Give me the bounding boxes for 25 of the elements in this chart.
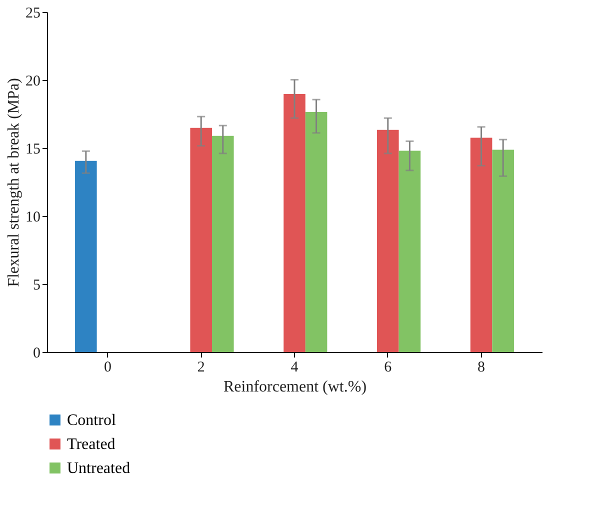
y-axis-title: Flexural strength at break (MPa) [6, 78, 22, 287]
x-axis-title: Reinforcement (wt.%) [223, 378, 367, 396]
bar [492, 150, 514, 352]
y-tick-label: 20 [26, 74, 40, 90]
y-tick-label: 0 [33, 346, 40, 362]
bar [305, 112, 328, 352]
y-tick-label: 25 [26, 6, 40, 22]
legend-label: Treated [67, 436, 116, 453]
x-tick-label: 0 [104, 360, 112, 376]
x-tick-label: 8 [478, 360, 486, 376]
legend-label: Control [67, 412, 116, 429]
x-tick-label: 6 [384, 360, 392, 376]
bar [470, 138, 492, 352]
bar [398, 150, 421, 352]
y-tick-label: 5 [33, 278, 40, 294]
y-tick-label: 10 [26, 210, 40, 226]
bar [190, 128, 212, 352]
x-tick-label: 4 [290, 360, 299, 376]
bar [377, 130, 399, 352]
bar [284, 94, 306, 352]
legend-label: Untreated [67, 460, 130, 477]
bar [75, 160, 97, 352]
x-tick-label: 2 [197, 360, 205, 376]
bar [212, 136, 234, 352]
y-tick-label: 15 [26, 142, 40, 158]
